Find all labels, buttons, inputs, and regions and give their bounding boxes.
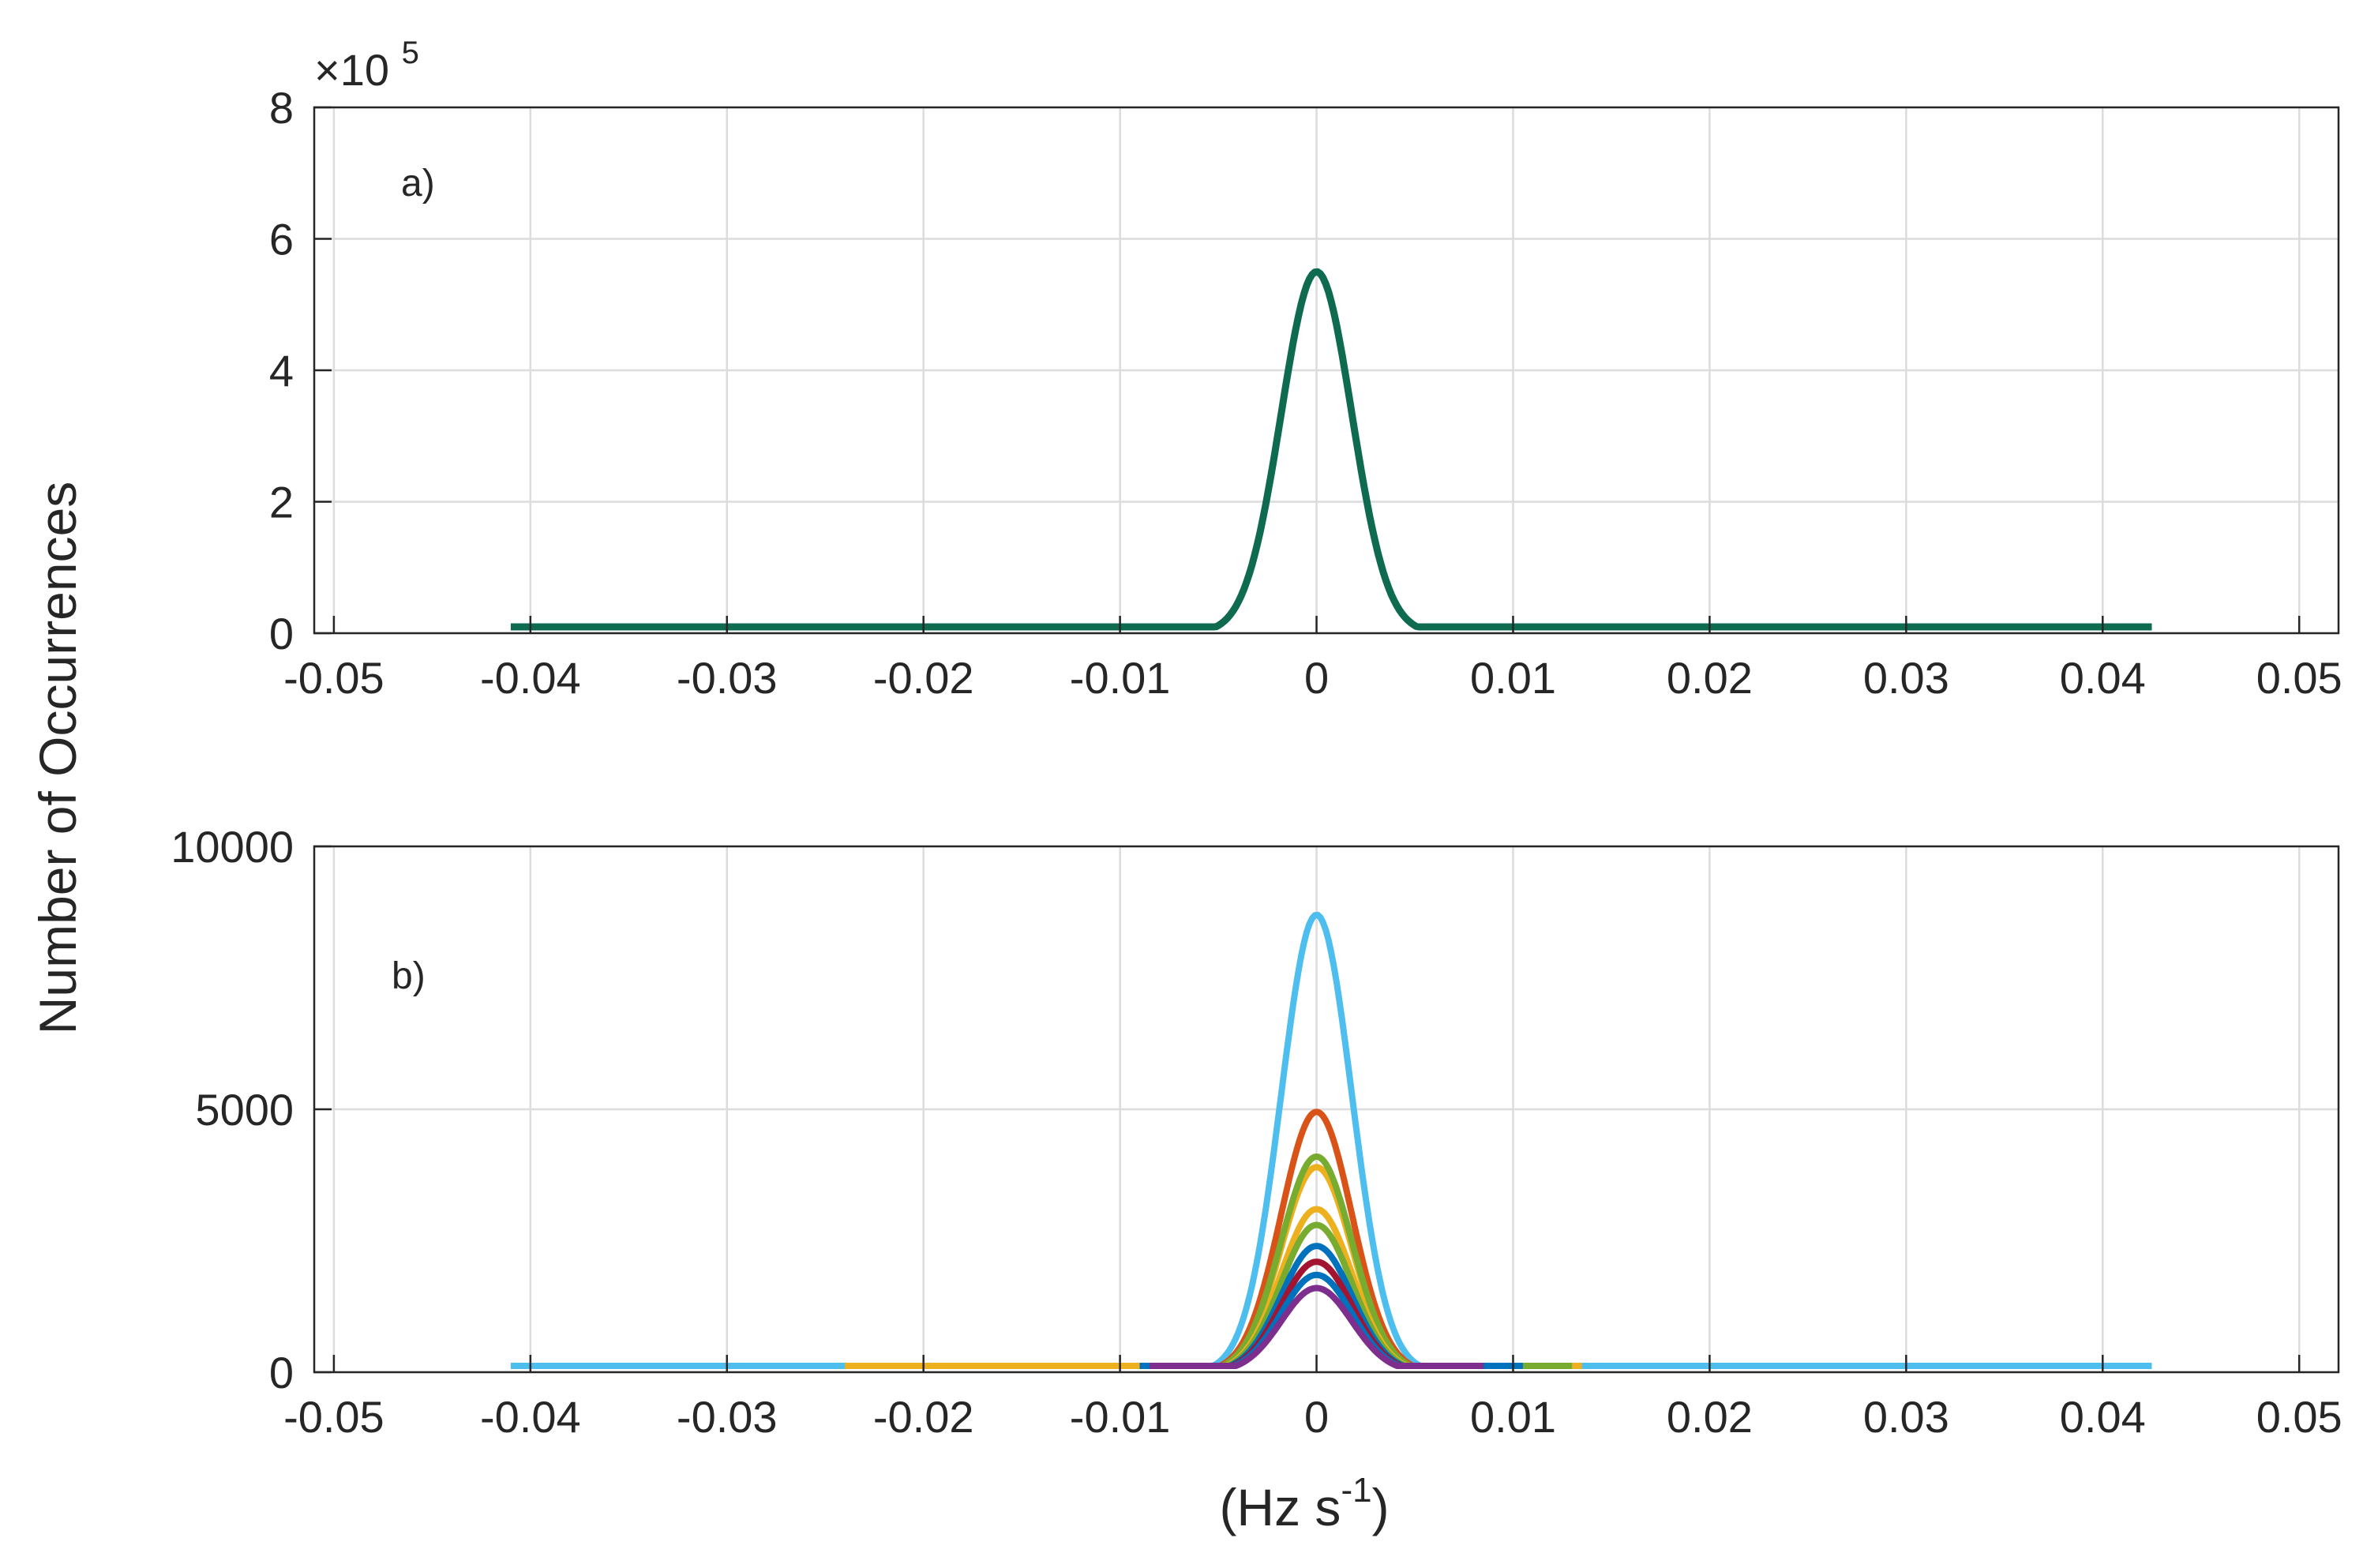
y-axis-label: Number of Occurrences [28,482,87,1035]
panel-b-xtick-label: 0.05 [2256,1392,2342,1442]
panel-b-series-line-10 [1146,1285,1487,1369]
x-axis-label-exponent: -1 [1341,1471,1371,1510]
panel-b-xtick-label: -0.03 [677,1392,778,1442]
panel-a-xtick-label: 0 [1304,653,1329,703]
panel-b-ticks: -0.05 -0.04 -0.03 -0.02 -0.01 0 0.01 0.02 0.03 0.… [171,822,2342,1442]
panel-b-series [510,911,2153,1369]
panel-a-xtick-label: -0.03 [677,653,778,703]
panel-a-ytick-label: 0 [269,609,294,658]
panel-b-xtick-label: -0.02 [873,1392,974,1442]
panel-a-xtick-label: 0.02 [1667,653,1753,703]
panel-a-xtick-label: 0.01 [1470,653,1556,703]
panel-a-ytick-label: 8 [269,83,294,133]
panel-a-xtick-label: -0.05 [283,653,384,703]
panel-b-xtick-label: 0.03 [1863,1392,1949,1442]
panel-b: -0.05 -0.04 -0.03 -0.02 -0.01 0 0.01 0.02 0.03 0.… [171,822,2342,1442]
panel-a-xtick-label: 0.03 [1863,653,1949,703]
x-axis-label-close: ) [1372,1478,1390,1536]
panel-a-xtick-label: -0.02 [873,653,974,703]
panel-a-grid [314,106,2339,635]
panel-a-ticks: -0.05 -0.04 -0.03 -0.02 -0.01 0 0.01 0.02 0.03 0.… [269,83,2342,703]
panel-b-label: b) [392,955,426,997]
panel-b-xtick-label: -0.04 [480,1392,581,1442]
panel-a-ytick-label: 2 [269,478,294,527]
y-exponent-power: 5 [402,36,419,70]
panel-a-xtick-label: 0.05 [2256,653,2342,703]
panel-b-ytick-label: 10000 [171,822,294,872]
panel-a-label: a) [401,163,435,204]
panel-b-xtick-label: 0.01 [1470,1392,1556,1442]
panel-a: -0.05 -0.04 -0.03 -0.02 -0.01 0 0.01 0.02 0.03 0.… [269,36,2342,703]
panel-b-xtick-label: -0.01 [1070,1392,1171,1442]
x-axis-label: (Hz s-1) [1219,1471,1389,1536]
panel-a-xtick-label: 0.04 [2060,653,2146,703]
y-exponent-label: ×10 5 [314,36,419,95]
panel-b-ytick-label: 0 [269,1348,294,1397]
panel-b-series-line-1 [510,911,2153,1369]
panel-b-ytick-label: 5000 [195,1085,294,1135]
panel-b-xtick-label: -0.05 [283,1392,384,1442]
x-axis-label-main: (Hz s [1219,1478,1341,1536]
panel-b-series-line-2 [842,1164,1585,1369]
y-exponent-base: ×10 [314,45,389,95]
panel-b-xtick-label: 0 [1304,1392,1329,1442]
panel-a-ytick-label: 6 [269,215,294,264]
panel-a-ytick-label: 4 [269,346,294,396]
panel-a-series [509,268,2153,631]
panel-b-xtick-label: 0.04 [2060,1392,2146,1442]
panel-b-xtick-label: 0.02 [1667,1392,1753,1442]
panel-b-series-line-7 [1137,1243,1526,1369]
panel-b-series-line-4 [1137,1153,1575,1369]
panel-a-xtick-label: -0.01 [1070,653,1171,703]
panel-a-xtick-label: -0.04 [480,653,581,703]
panel-a-series-line-1 [509,268,2153,631]
